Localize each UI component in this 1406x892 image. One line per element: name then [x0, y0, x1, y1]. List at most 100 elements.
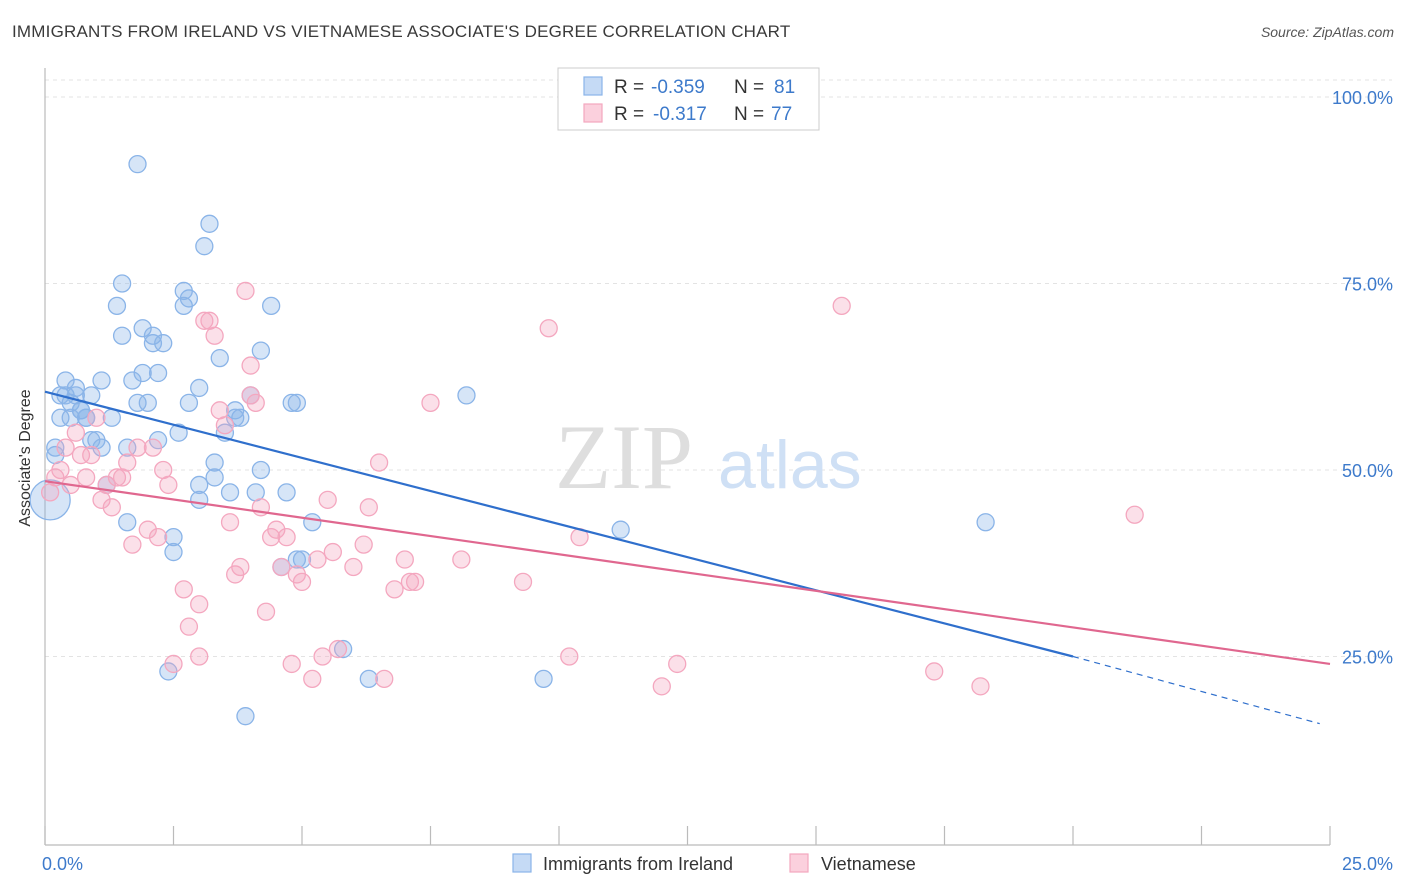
point-vietnamese-33 — [220, 513, 240, 532]
legend-n-label-1: N = — [734, 104, 764, 125]
y-tick-label-1: 50.0% — [1342, 461, 1393, 481]
y-tick-label-2: 75.0% — [1342, 275, 1393, 295]
legend-n-value-0: 81 — [774, 77, 795, 98]
point-vietnamese-75 — [1125, 505, 1144, 524]
point-vietnamese-67 — [539, 319, 558, 338]
point-ireland-30 — [133, 363, 152, 383]
point-vietnamese-5 — [66, 423, 85, 442]
point-vietnamese-35 — [231, 557, 250, 577]
legend-swatch-ireland — [583, 76, 603, 96]
watermark-zip: ZIP — [555, 406, 693, 508]
point-ireland-45 — [179, 393, 199, 413]
point-vietnamese-6 — [71, 445, 91, 465]
point-vietnamese-12 — [102, 498, 121, 517]
point-vietnamese-3 — [56, 438, 75, 457]
point-ireland-62 — [251, 341, 271, 360]
point-ireland-1 — [46, 438, 65, 457]
point-vietnamese-15 — [118, 453, 137, 472]
point-vietnamese-28 — [195, 311, 214, 330]
point-ireland-51 — [205, 468, 224, 487]
point-vietnamese-70 — [652, 677, 671, 696]
point-vietnamese-7 — [76, 468, 96, 487]
point-ireland-76 — [611, 520, 630, 539]
point-ireland-55 — [220, 483, 240, 502]
point-vietnamese-56 — [354, 535, 373, 554]
point-vietnamese-9 — [87, 408, 106, 427]
point-vietnamese-48 — [292, 572, 312, 592]
axes — [44, 68, 1331, 846]
series-vietnamese-points — [40, 281, 1144, 696]
point-ireland-24 — [112, 274, 132, 293]
bottom-legend-label-vietnamese: Vietnamese — [821, 854, 916, 874]
point-vietnamese-68 — [560, 647, 579, 666]
point-vietnamese-63 — [405, 572, 425, 592]
point-vietnamese-55 — [344, 557, 363, 577]
legend-swatch-vietnamese — [583, 103, 603, 123]
point-ireland-39 — [164, 527, 183, 547]
point-vietnamese-24 — [174, 580, 193, 599]
point-ireland-64 — [262, 296, 281, 316]
point-vietnamese-62 — [400, 572, 420, 592]
point-vietnamese-60 — [385, 580, 404, 599]
point-vietnamese-65 — [452, 550, 471, 569]
point-ireland-68 — [287, 393, 307, 413]
point-ireland-34 — [143, 334, 163, 353]
point-ireland-74 — [457, 386, 476, 405]
point-vietnamese-51 — [313, 647, 332, 666]
y-tick-labels: 25.0% 50.0% 75.0% 100.0% — [1332, 88, 1393, 668]
y-tick-label-3: 100.0% — [1332, 88, 1393, 108]
point-vietnamese-2 — [51, 460, 70, 480]
point-ireland-47 — [190, 475, 209, 495]
bottom-legend-label-ireland: Immigrants from Ireland — [543, 854, 733, 874]
chart-title: IMMIGRANTS FROM IRELAND VS VIETNAMESE AS… — [12, 22, 791, 41]
point-ireland-26 — [118, 513, 137, 532]
point-vietnamese-54 — [328, 639, 348, 659]
point-vietnamese-44 — [272, 557, 291, 577]
point-vietnamese-22 — [159, 475, 178, 495]
y-axis-label: Associate's Degree — [17, 389, 34, 526]
point-ireland-3 — [51, 408, 70, 427]
point-ireland-0 — [29, 479, 71, 521]
point-vietnamese-71 — [668, 654, 687, 674]
point-vietnamese-58 — [369, 453, 389, 472]
point-ireland-16 — [82, 431, 101, 450]
point-ireland-28 — [128, 393, 147, 413]
point-vietnamese-19 — [143, 438, 163, 457]
point-ireland-59 — [236, 707, 255, 726]
point-ireland-53 — [210, 348, 229, 368]
point-ireland-35 — [148, 363, 168, 383]
point-vietnamese-16 — [123, 535, 142, 554]
y-tick-label-0: 25.0% — [1342, 648, 1393, 668]
point-ireland-52 — [205, 453, 224, 472]
point-vietnamese-50 — [308, 550, 327, 569]
point-ireland-29 — [128, 154, 147, 174]
trend-lines — [44, 390, 1331, 725]
point-ireland-27 — [123, 371, 142, 390]
legend-n-value-1: 77 — [771, 104, 792, 125]
point-ireland-49 — [195, 237, 214, 256]
point-ireland-10 — [66, 378, 85, 398]
point-ireland-56 — [226, 408, 245, 427]
series-ireland-points — [29, 154, 995, 726]
point-ireland-72 — [333, 639, 353, 659]
point-ireland-25 — [118, 438, 137, 457]
point-ireland-77 — [976, 513, 995, 532]
point-vietnamese-66 — [513, 572, 533, 592]
point-vietnamese-52 — [318, 490, 337, 509]
point-vietnamese-17 — [128, 438, 147, 457]
point-ireland-22 — [107, 296, 127, 316]
legend-box: R = -0.359 N = 81 R = -0.317 N = 77 — [557, 67, 820, 131]
point-ireland-31 — [133, 319, 152, 338]
point-vietnamese-18 — [138, 520, 157, 539]
point-ireland-69 — [287, 550, 307, 569]
point-ireland-19 — [92, 438, 111, 457]
point-ireland-50 — [200, 214, 219, 233]
point-vietnamese-20 — [148, 527, 168, 547]
bottom-legend-swatch-vietnamese — [789, 853, 809, 873]
point-ireland-66 — [277, 483, 296, 502]
point-ireland-23 — [112, 326, 132, 345]
legend-r-value-1: -0.317 — [653, 104, 707, 125]
point-vietnamese-74 — [971, 677, 990, 696]
point-vietnamese-39 — [246, 393, 265, 413]
point-ireland-18 — [92, 371, 111, 390]
